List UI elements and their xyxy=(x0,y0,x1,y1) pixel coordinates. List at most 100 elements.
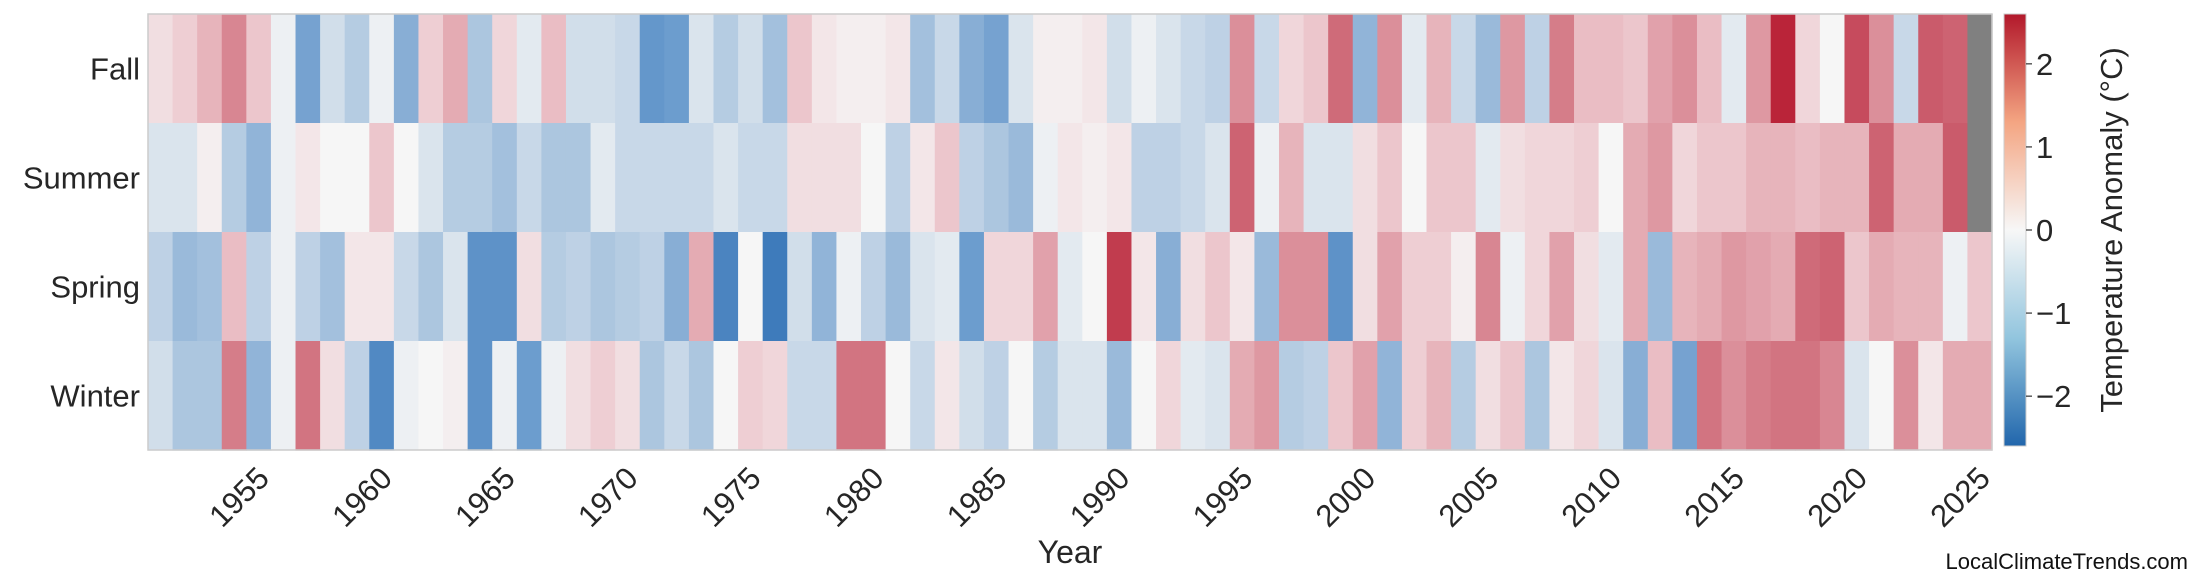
heatmap-cell-spring-1990 xyxy=(1106,232,1133,342)
heatmap-cell-winter-2015 xyxy=(1721,341,1747,451)
heatmap-cell-spring-2000 xyxy=(1352,232,1378,342)
heatmap-cell-summer-1974 xyxy=(713,123,739,233)
heatmap-cell-spring-1977 xyxy=(787,232,813,342)
heatmap-cell-winter-1963 xyxy=(443,341,469,451)
heatmap-cell-winter-1979 xyxy=(836,341,862,451)
heatmap-cell-fall-1969 xyxy=(590,14,616,124)
heatmap-cell-spring-1976 xyxy=(762,232,788,342)
heatmap-cell-winter-1998 xyxy=(1303,341,1329,451)
heatmap-cell-summer-1955 xyxy=(246,123,272,233)
heatmap-cell-spring-1964 xyxy=(467,232,493,342)
heatmap-cell-summer-1998 xyxy=(1303,123,1329,233)
heatmap-cell-winter-1978 xyxy=(811,341,838,451)
heatmap-cell-fall-2023 xyxy=(1918,14,1944,124)
colorbar-ticks: −2 −1 0 1 2 xyxy=(2026,47,2071,414)
heatmap-cell-spring-2017 xyxy=(1770,232,1796,342)
heatmap-cell-winter-2021 xyxy=(1869,341,1895,451)
heatmap-cell-winter-2022 xyxy=(1893,341,1919,451)
heatmap-cell-summer-1993 xyxy=(1180,123,1206,233)
heatmap-cell-fall-1964 xyxy=(467,14,493,124)
heatmap-cell-fall-2004 xyxy=(1451,14,1477,124)
heatmap-cell-fall-1994 xyxy=(1205,14,1231,124)
heatmap-cell-summer-1969 xyxy=(590,123,616,233)
heatmap-cell-summer-2006 xyxy=(1500,123,1526,233)
heatmap-cell-fall-1960 xyxy=(369,14,395,124)
heatmap-cell-spring-2015 xyxy=(1721,232,1747,342)
heatmap-cell-spring-1985 xyxy=(983,232,1010,342)
heatmap-cell-winter-2012 xyxy=(1647,341,1673,451)
heatmap-cell-winter-1955 xyxy=(246,341,272,451)
heatmap-cell-summer-1958 xyxy=(320,123,346,233)
heatmap-cell-winter-2011 xyxy=(1623,341,1649,451)
heatmap-cell-spring-2024 xyxy=(1942,232,1969,342)
heatmap-cell-spring-2019 xyxy=(1819,232,1846,342)
heatmap-cell-fall-1981 xyxy=(885,14,911,124)
heatmap-cell-fall-1983 xyxy=(934,14,960,124)
heatmap-cell-winter-1958 xyxy=(320,341,346,451)
heatmap-cell-summer-1975 xyxy=(738,123,764,233)
heatmap-cell-fall-1988 xyxy=(1057,14,1083,124)
heatmap-cell-spring-1992 xyxy=(1156,232,1182,342)
heatmap-cell-summer-1977 xyxy=(787,123,813,233)
heatmap-cell-summer-1953 xyxy=(197,123,223,233)
heatmap-cell-winter-2009 xyxy=(1574,341,1600,451)
heatmap-cell-winter-1974 xyxy=(713,341,739,451)
heatmap-cell-summer-1987 xyxy=(1033,123,1059,233)
x-tick-label-2025: 2025 xyxy=(1923,460,1997,534)
heatmap-cell-winter-1995 xyxy=(1229,341,1255,451)
heatmap-cell-spring-2012 xyxy=(1647,232,1673,342)
heatmap-cell-winter-1966 xyxy=(516,341,542,451)
heatmap-cell-summer-2023 xyxy=(1918,123,1944,233)
heatmap-cell-spring-1959 xyxy=(344,232,370,342)
colorbar-gradient xyxy=(2003,13,2027,447)
heatmap-cell-winter-1956 xyxy=(270,341,297,451)
heatmap-cell-fall-2005 xyxy=(1475,14,1501,124)
x-axis-label: Year xyxy=(1038,534,1103,570)
heatmap-cell-fall-2001 xyxy=(1377,14,1403,124)
x-tick-label-2000: 2000 xyxy=(1309,460,1383,534)
x-tick-label-2005: 2005 xyxy=(1432,460,1506,534)
heatmap-cell-fall-2013 xyxy=(1672,14,1698,124)
colorbar-tick-label: 1 xyxy=(2036,130,2053,165)
heatmap-cell-summer-1967 xyxy=(541,123,567,233)
heatmap-cell-summer-2016 xyxy=(1746,123,1772,233)
heatmap-cell-spring-2016 xyxy=(1746,232,1772,342)
heatmap-cell-spring-1953 xyxy=(197,232,223,342)
heatmap-cell-fall-2014 xyxy=(1696,14,1723,124)
heatmap-cell-summer-2005 xyxy=(1475,123,1501,233)
heatmap-cell-fall-1998 xyxy=(1303,14,1329,124)
heatmap-cell-winter-1975 xyxy=(738,341,764,451)
heatmap-cell-fall-1993 xyxy=(1180,14,1206,124)
season-labels: Fall Summer Spring Winter xyxy=(23,52,140,414)
heatmap-cell-fall-2015 xyxy=(1721,14,1747,124)
heatmap-cell-summer-2019 xyxy=(1819,123,1846,233)
heatmap-cell-summer-1951 xyxy=(148,123,174,233)
heatmap-cell-summer-1982 xyxy=(910,123,936,233)
heatmap-cell-winter-1981 xyxy=(885,341,911,451)
heatmap-cell-fall-2006 xyxy=(1500,14,1526,124)
colorbar-tick-label: −1 xyxy=(2036,296,2071,331)
heatmap-cell-spring-1981 xyxy=(885,232,911,342)
heatmap-cell-winter-2016 xyxy=(1746,341,1772,451)
x-tick-label-1975: 1975 xyxy=(694,460,768,534)
heatmap-cell-summer-1963 xyxy=(443,123,469,233)
heatmap-cell-fall-1951 xyxy=(148,14,174,124)
heatmap-cell-winter-1985 xyxy=(983,341,1010,451)
heatmap-cell-fall-1966 xyxy=(516,14,542,124)
heatmap-cell-winter-2000 xyxy=(1352,341,1378,451)
heatmap-cell-spring-2001 xyxy=(1377,232,1403,342)
heatmap-cell-spring-1958 xyxy=(320,232,346,342)
x-tick-label-1965: 1965 xyxy=(448,460,522,534)
heatmap-cell-summer-1980 xyxy=(861,123,887,233)
heatmap-cell-spring-1993 xyxy=(1180,232,1206,342)
heatmap-cell-fall-1967 xyxy=(541,14,567,124)
heatmap-cell-fall-1977 xyxy=(787,14,813,124)
heatmap-cell-spring-1980 xyxy=(861,232,887,342)
heatmap-cell-fall-1980 xyxy=(861,14,887,124)
heatmap-cell-winter-1980 xyxy=(861,341,887,451)
heatmap-cell-winter-1982 xyxy=(910,341,936,451)
heatmap-cell-fall-2003 xyxy=(1426,14,1452,124)
heatmap-cell-winter-2005 xyxy=(1475,341,1501,451)
heatmap-cell-winter-2007 xyxy=(1524,341,1551,451)
heatmap-cell-winter-1990 xyxy=(1106,341,1133,451)
